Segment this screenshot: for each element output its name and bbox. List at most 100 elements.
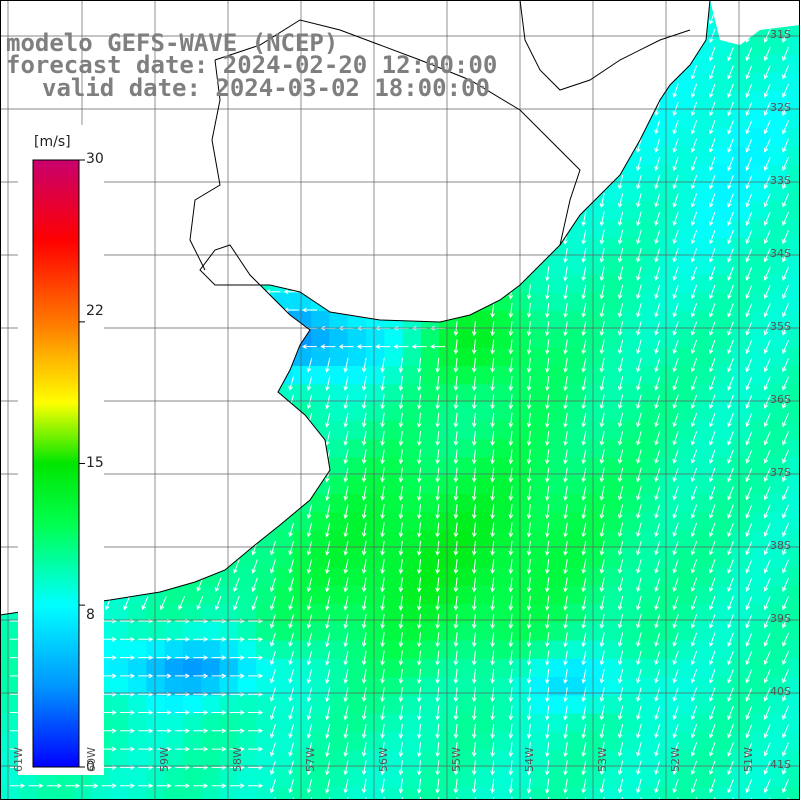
wind-cell	[677, 256, 696, 276]
wind-arrow	[617, 559, 624, 574]
wind-cell	[530, 640, 550, 660]
wind-cell	[549, 274, 568, 294]
wind-arrow	[398, 778, 404, 794]
wind-arrow	[617, 449, 624, 465]
wind-cell	[640, 420, 660, 440]
lat-label: 38S	[770, 539, 791, 552]
wind-cell	[494, 786, 513, 800]
wind-arrow	[301, 307, 317, 313]
wind-arrow	[453, 723, 459, 739]
wind-arrow	[398, 577, 404, 593]
wind-arrow	[782, 522, 789, 537]
wind-arrow	[471, 504, 477, 520]
wind-arrow	[380, 540, 385, 556]
wind-cell	[530, 420, 550, 440]
wind-arrow	[229, 673, 245, 679]
wind-cell	[256, 677, 276, 696]
wind-arrow	[690, 211, 698, 226]
wind-cell	[549, 768, 568, 788]
wind-cell	[640, 402, 660, 422]
wind-arrow	[490, 431, 495, 447]
wind-arrow	[416, 742, 422, 758]
wind-cell	[347, 658, 367, 678]
wind-arrow	[636, 577, 642, 593]
wind-arrow	[581, 705, 587, 721]
wind-cell	[732, 201, 751, 221]
wind-arrow	[709, 596, 716, 611]
wind-cell	[237, 585, 257, 605]
wind-cell	[530, 292, 550, 312]
wind-cell	[677, 219, 696, 239]
wind-arrow	[636, 156, 642, 172]
wind-arrow	[727, 687, 734, 702]
wind-cell	[658, 512, 678, 532]
wind-arrow	[727, 541, 734, 556]
wind-cell	[658, 384, 678, 404]
wind-cell	[786, 658, 800, 678]
wind-arrow	[690, 577, 698, 592]
wind-cell	[183, 786, 202, 800]
wind-cell	[603, 219, 623, 239]
wind-arrow	[636, 650, 642, 666]
wind-cell	[475, 768, 495, 788]
wind-arrow	[471, 485, 477, 501]
wind-cell	[146, 677, 166, 696]
wind-cell	[622, 292, 642, 312]
wind-arrow	[654, 614, 661, 629]
wind-cell	[439, 585, 459, 605]
wind-cell	[366, 750, 385, 770]
wind-arrow	[617, 595, 624, 611]
wind-cell	[768, 658, 788, 678]
wind-arrow	[545, 266, 550, 282]
wind-cell	[530, 329, 550, 349]
wind-arrow	[727, 742, 734, 757]
wind-cell	[366, 695, 385, 715]
wind-arrow	[672, 632, 679, 647]
wind-arrow	[233, 577, 240, 592]
wind-arrow	[763, 522, 771, 537]
wind-arrow	[782, 413, 789, 428]
wind-cell	[585, 549, 605, 568]
wind-cell	[384, 603, 404, 623]
wind-cell	[439, 530, 459, 550]
wind-arrow	[709, 559, 716, 574]
wind-arrow	[763, 10, 771, 25]
wind-arrow	[375, 344, 391, 349]
wind-cell	[549, 658, 568, 678]
wind-cell	[549, 420, 568, 440]
wind-cell	[494, 439, 513, 459]
wind-arrow	[782, 303, 789, 318]
wind-cell	[109, 786, 129, 800]
wind-cell	[658, 732, 678, 751]
wind-cell	[567, 549, 587, 568]
wind-arrow	[416, 522, 422, 538]
wind-cell	[786, 292, 800, 312]
wind-arrow	[248, 746, 264, 752]
wind-cell	[439, 420, 459, 440]
wind-arrow	[690, 522, 698, 538]
wind-arrow	[430, 344, 446, 349]
wind-arrow	[508, 705, 514, 721]
wind-cell	[439, 603, 459, 623]
wind-arrow	[453, 705, 459, 721]
wind-cell	[420, 713, 440, 733]
wind-arrow	[763, 651, 771, 666]
wind-cell	[420, 512, 440, 532]
wind-cell	[530, 475, 550, 495]
wind-cell	[237, 732, 257, 751]
wind-arrow	[214, 596, 222, 611]
wind-arrow	[361, 778, 367, 794]
wind-arrow	[214, 577, 222, 592]
wind-arrow	[343, 778, 349, 794]
wind-arrow	[343, 577, 349, 593]
wind-arrow	[325, 632, 331, 648]
wind-cell	[567, 329, 587, 349]
wind-cell	[732, 585, 751, 605]
wind-arrow	[416, 376, 422, 392]
wind-arrow	[453, 394, 459, 410]
wind-arrow	[380, 412, 385, 428]
coastline	[0, 0, 711, 616]
wind-arrow	[545, 742, 550, 758]
wind-cell	[732, 658, 751, 678]
wind-arrow	[563, 394, 568, 410]
